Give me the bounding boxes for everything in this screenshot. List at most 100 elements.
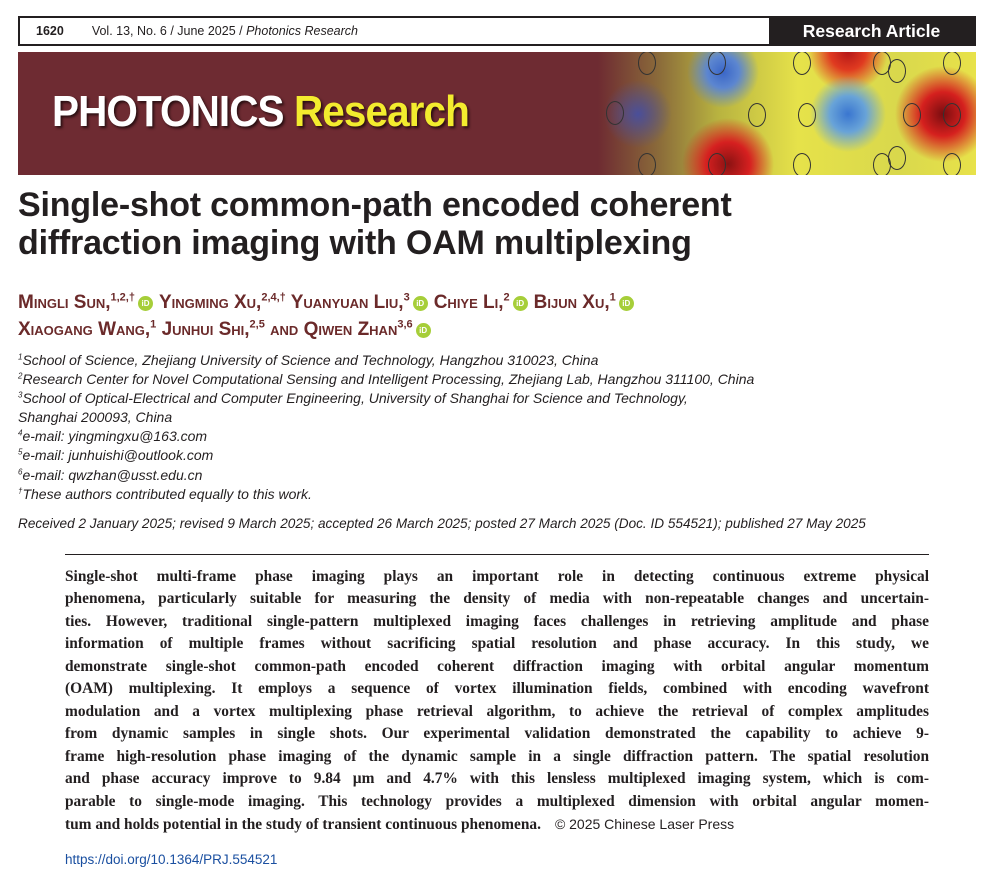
logo-text-white: PHOTONICS: [52, 87, 285, 136]
affiliation-line: 6e-mail: qwzhan@usst.edu.cn: [18, 466, 978, 485]
affiliation-sup: 6: [18, 466, 23, 476]
affiliation-text: Research Center for Novel Computational …: [22, 371, 755, 388]
author-name: Yingming Xu,: [158, 292, 262, 313]
author-affiliation-sup: 1,2,†: [110, 291, 135, 304]
abstract-text: information of multiple frames without s…: [65, 635, 929, 653]
author-affiliation-sup: 2: [503, 291, 510, 304]
abstract-text: tum and holds potential in the study of …: [65, 816, 541, 834]
affiliation-line: Shanghai 200093, China: [18, 408, 978, 427]
author: Junhui Shi,2,5: [162, 319, 265, 340]
vortex-ring: [638, 52, 656, 75]
abstract-line: demonstrate single-shot common-path enco…: [65, 656, 929, 679]
author-name: Xiaogang Wang,: [18, 319, 151, 340]
banner-pattern-image: [598, 52, 976, 175]
orcid-icon[interactable]: iD: [512, 296, 528, 311]
author-name: Mingli Sun,: [18, 292, 111, 313]
vortex-ring: [888, 59, 906, 83]
title-line-2: diffraction imaging with OAM multiplexin…: [18, 224, 692, 262]
author-name: Junhui Shi,: [161, 319, 250, 340]
affiliation-text: Shanghai 200093, China: [18, 409, 173, 426]
affiliation-sup: 5: [18, 447, 23, 457]
author-affiliation-sup: 3: [403, 291, 410, 304]
orcid-icon[interactable]: iD: [137, 296, 153, 311]
author: Bijun Xu,1: [534, 292, 616, 313]
affiliation-text: These authors contributed equally to thi…: [22, 485, 312, 502]
vortex-ring: [748, 103, 766, 127]
logo-text-yellow: Research: [293, 87, 470, 136]
abstract-text: Single-shot multi-frame phase imaging pl…: [65, 567, 929, 585]
author-affiliation-sup: 3,6: [397, 318, 413, 331]
vortex-ring: [708, 153, 726, 175]
abstract-line: Single-shot multi-frame phase imaging pl…: [65, 566, 929, 589]
author: Yingming Xu,2,4,†: [159, 292, 286, 313]
affiliation-text: School of Science, Zhejiang University o…: [22, 352, 599, 368]
vortex-ring: [793, 153, 811, 175]
page-number: 1620: [36, 24, 64, 38]
publication-dates: Received 2 January 2025; revised 9 March…: [18, 515, 866, 531]
author-name: Chiye Li,: [433, 292, 504, 313]
author-name: and Qiwen Zhan: [270, 319, 398, 340]
orcid-icon[interactable]: iD: [618, 296, 634, 311]
abstract-text: demonstrate single-shot common-path enco…: [65, 657, 929, 675]
author-affiliation-sup: 1: [609, 291, 616, 304]
abstract-line: information of multiple frames without s…: [65, 633, 929, 656]
author: and Qiwen Zhan3,6: [270, 319, 413, 340]
abstract-line: from dynamic samples in single shots. Ou…: [65, 723, 929, 746]
vortex-ring: [943, 103, 961, 127]
abstract: Single-shot multi-frame phase imaging pl…: [65, 566, 929, 836]
affiliation-text: e-mail: junhuishi@outlook.com: [22, 447, 214, 464]
abstract-text: phenomena, particularly suitable for mea…: [65, 590, 929, 608]
abstract-line: and phase accuracy improve to 9.84 µm an…: [65, 768, 929, 791]
abstract-line: tum and holds potential in the study of …: [65, 813, 929, 836]
running-header: 1620 Vol. 13, No. 6 / June 2025 / Photon…: [18, 16, 976, 46]
abstract-text: and phase accuracy improve to 9.84 µm an…: [65, 770, 929, 788]
affiliation-sup: 3: [18, 390, 23, 400]
abstract-text: ties. However, traditional single-patter…: [65, 612, 929, 630]
vortex-ring: [798, 103, 816, 127]
paper-title: Single-shot common-path encoded coherent…: [18, 186, 978, 262]
journal-banner: PHOTONICS Research: [18, 52, 976, 175]
affiliation-line: 2Research Center for Novel Computational…: [18, 370, 978, 389]
abstract-text: parable to single-mode imaging. This tec…: [65, 792, 929, 810]
author-affiliation-sup: 2,4,†: [261, 291, 286, 304]
abstract-line: frame high-resolution phase imaging of t…: [65, 746, 929, 769]
journal-name: Photonics Research: [246, 24, 358, 38]
abstract-line: parable to single-mode imaging. This tec…: [65, 791, 929, 814]
abstract-text: from dynamic samples in single shots. Ou…: [65, 725, 929, 743]
article-type: Research Article: [769, 18, 974, 44]
abstract-line: (OAM) multiplexing. It employs a sequenc…: [65, 678, 929, 701]
affiliation-line: 1School of Science, Zhejiang University …: [18, 351, 978, 370]
vortex-ring: [606, 101, 624, 125]
vortex-ring: [888, 146, 906, 170]
affiliation-line: 5e-mail: junhuishi@outlook.com: [18, 446, 978, 465]
vortex-ring: [638, 153, 656, 175]
affiliation-sup: 4: [18, 428, 23, 438]
affiliation-line: †These authors contributed equally to th…: [18, 485, 978, 504]
author-affiliation-sup: 2,5: [249, 318, 265, 331]
vortex-ring: [943, 153, 961, 175]
author-name: Yuanyuan Liu,: [290, 292, 404, 313]
title-line-1: Single-shot common-path encoded coherent: [18, 186, 732, 224]
vortex-ring: [793, 52, 811, 75]
abstract-line: modulation and a vortex multiplexing pha…: [65, 701, 929, 724]
author-affiliation-sup: 1: [150, 318, 157, 331]
affiliation-sup: †: [18, 486, 23, 495]
abstract-text: modulation and a vortex multiplexing pha…: [65, 702, 929, 720]
orcid-icon[interactable]: iD: [412, 296, 428, 311]
abstract-line: phenomena, particularly suitable for mea…: [65, 588, 929, 611]
copyright: © 2025 Chinese Laser Press: [554, 816, 735, 833]
article-front-matter: Single-shot common-path encoded coherent…: [18, 186, 978, 868]
orcid-icon[interactable]: iD: [415, 323, 431, 338]
author: Xiaogang Wang,1: [18, 319, 156, 340]
affiliation-sup: 2: [18, 371, 23, 381]
vortex-ring: [943, 52, 961, 75]
author: Mingli Sun,1,2,†: [18, 292, 135, 313]
abstract-line: ties. However, traditional single-patter…: [65, 611, 929, 634]
doi-link[interactable]: https://doi.org/10.1364/PRJ.554521: [65, 851, 278, 867]
author: Chiye Li,2: [434, 292, 510, 313]
affiliation-text: e-mail: qwzhan@usst.edu.cn: [22, 466, 203, 483]
affiliation-sup: 1: [18, 352, 23, 362]
author: Yuanyuan Liu,3: [291, 292, 410, 313]
author-name: Bijun Xu,: [533, 292, 610, 313]
vortex-ring: [903, 103, 921, 127]
